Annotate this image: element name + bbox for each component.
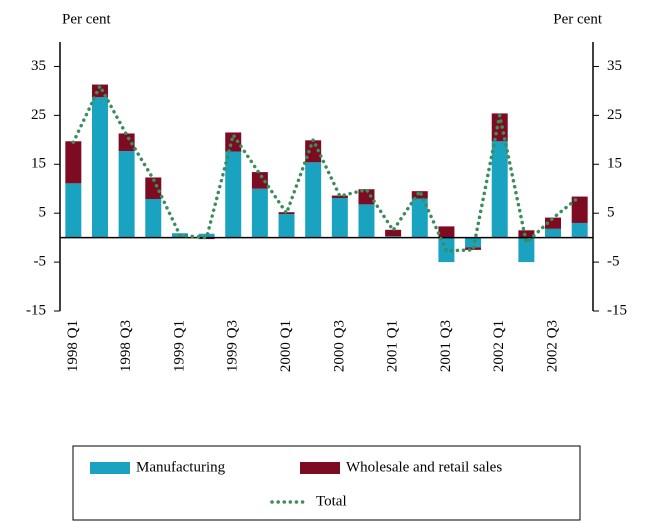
x-tick-label: 2002 Q3: [544, 320, 560, 372]
bar: [491, 113, 508, 142]
bar: [411, 198, 428, 238]
bar: [145, 177, 162, 199]
y-tick-label-left: 35: [31, 58, 46, 74]
bar: [545, 228, 562, 238]
bar: [251, 188, 268, 238]
legend-swatch: [300, 462, 340, 474]
bar: [545, 217, 562, 229]
bar: [65, 141, 82, 184]
line: [71, 84, 582, 253]
x-tick-label: 2000 Q1: [278, 320, 294, 372]
bar: [518, 237, 535, 263]
legend-box: [72, 445, 581, 521]
bar: [438, 226, 455, 238]
y-tick-label-left: 25: [31, 107, 46, 123]
bar: [305, 162, 322, 238]
bar: [91, 97, 108, 238]
y-axis-label-right: Per cent: [553, 11, 603, 27]
bar: [385, 229, 402, 237]
y-tick-label-right: 15: [607, 156, 622, 172]
bar: [225, 151, 242, 238]
bar: [225, 132, 242, 152]
legend-label: Manufacturing: [136, 459, 226, 475]
legend-swatch: [90, 462, 130, 474]
bar: [571, 222, 588, 238]
bar: [331, 198, 348, 238]
y-tick-label-left: 5: [39, 205, 47, 221]
bar: [518, 230, 535, 238]
bar: [571, 196, 588, 223]
x-tick-label: 2000 Q3: [331, 320, 347, 372]
bar: [465, 237, 482, 248]
y-tick-label-right: 5: [607, 205, 615, 221]
legend-label: Total: [316, 493, 347, 509]
y-tick-label-right: -15: [607, 302, 627, 318]
x-tick-label: 2002 Q1: [491, 320, 507, 372]
y-tick-label-right: 25: [607, 107, 622, 123]
bar: [251, 172, 268, 189]
bar: [358, 189, 375, 205]
legend-label: Wholesale and retail sales: [346, 459, 502, 475]
x-tick-label: 1999 Q3: [225, 320, 241, 372]
bar: [358, 204, 375, 238]
x-tick-label: 1999 Q1: [171, 320, 187, 372]
y-tick-label-left: -5: [34, 254, 47, 270]
bar: [278, 214, 295, 238]
y-axis-label-left: Per cent: [62, 11, 112, 27]
y-tick-label-left: 15: [31, 156, 46, 172]
bar: [65, 183, 82, 238]
x-tick-label: 2001 Q3: [438, 320, 454, 372]
y-tick-label-right: 35: [607, 58, 622, 74]
bar: [145, 198, 162, 238]
y-tick-label-left: -15: [26, 302, 46, 318]
bar: [331, 195, 348, 199]
bar: [491, 141, 508, 238]
bar: [118, 151, 135, 238]
bar: [198, 233, 215, 238]
bar: [118, 133, 135, 152]
x-tick-label: 1998 Q3: [118, 320, 134, 372]
x-tick-label: 2001 Q1: [385, 320, 401, 372]
x-tick-label: 1998 Q1: [65, 320, 81, 372]
y-tick-label-right: -5: [607, 254, 620, 270]
